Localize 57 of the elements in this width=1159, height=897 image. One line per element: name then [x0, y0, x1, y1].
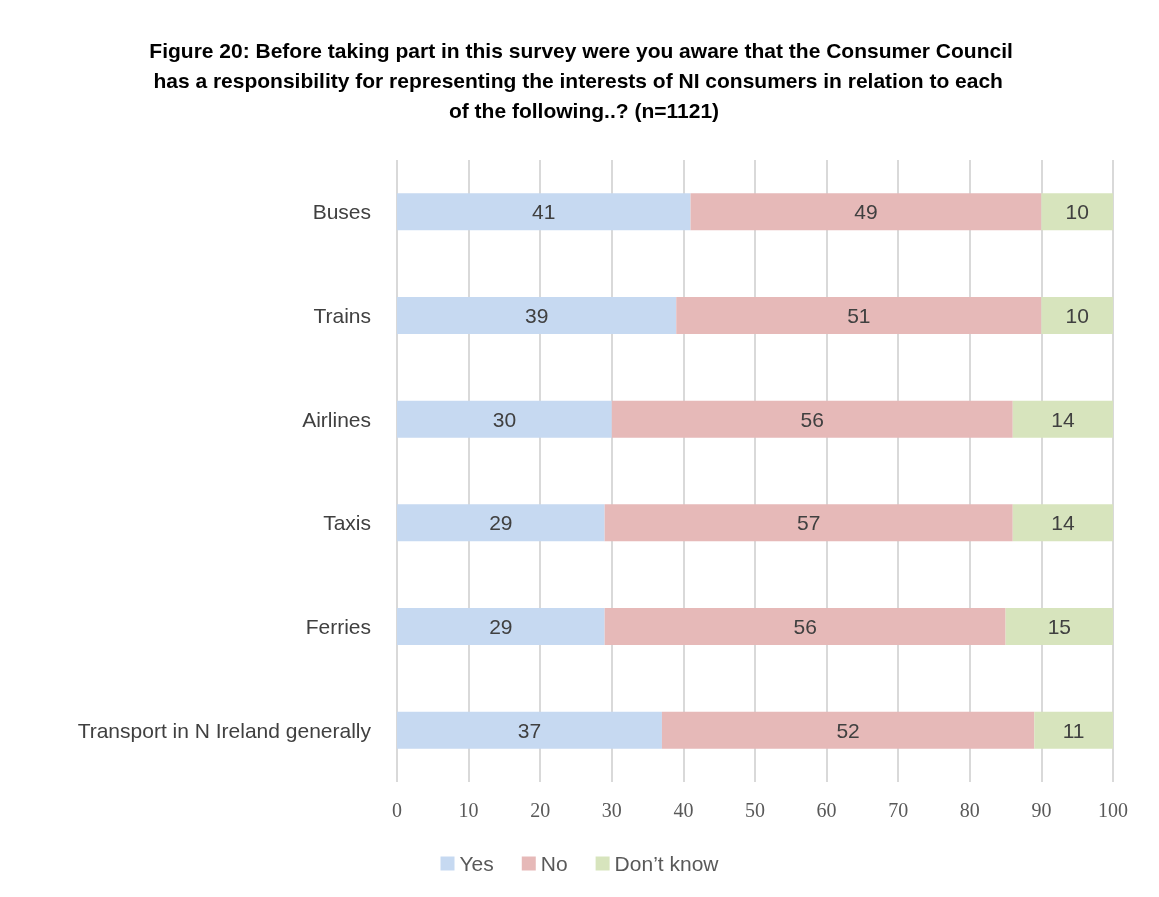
y-tick-label: Buses — [312, 200, 371, 224]
bar — [1041, 193, 1113, 231]
bar — [1005, 608, 1113, 645]
data-label: 39 — [524, 304, 549, 327]
data-label: 29 — [489, 511, 513, 535]
bar — [397, 504, 605, 542]
data-label: 51 — [847, 304, 871, 327]
bar — [1034, 711, 1113, 749]
bar — [1012, 400, 1113, 438]
bar — [397, 400, 612, 438]
data-label: 11 — [1062, 718, 1085, 742]
data-label: 52 — [836, 718, 860, 742]
data-label: 14 — [1051, 511, 1075, 535]
chart-title: Figure 20: Before taking part in this survey were you aware that the Consumer Council has a responsibility for representing the interests of NI consumers in relation to each of the following..? (n=1121) — [149, 38, 1019, 122]
y-tick-label: Airlines — [302, 407, 371, 431]
bar — [611, 400, 1013, 438]
bar — [604, 608, 1006, 645]
bar — [604, 504, 1013, 542]
legend-label: Don’t know — [614, 852, 720, 875]
x-tick-label: 40 — [673, 799, 694, 821]
bar — [397, 297, 677, 334]
data-label: 41 — [532, 200, 556, 224]
y-tick-label: Ferries — [305, 615, 371, 638]
bar — [397, 193, 691, 231]
data-label: 57 — [797, 511, 821, 535]
x-tick-label: 90 — [1031, 799, 1052, 821]
data-label: 15 — [1047, 615, 1071, 638]
x-tick-label: 70 — [888, 799, 909, 821]
y-tick-label: Trains — [313, 304, 371, 327]
bar — [397, 608, 605, 645]
bar — [1012, 504, 1113, 542]
bar — [676, 297, 1042, 334]
data-label: 49 — [854, 200, 878, 224]
data-label: 30 — [492, 407, 517, 431]
data-label: 56 — [800, 407, 824, 431]
bar — [397, 711, 662, 749]
x-tick-label: 10 — [458, 799, 479, 821]
x-tick-label: 50 — [745, 799, 765, 821]
x-tick-label: 30 — [601, 799, 622, 821]
x-tick-label: 100 — [1098, 799, 1128, 821]
data-label: 14 — [1051, 407, 1075, 431]
bar — [690, 193, 1042, 231]
x-tick-label: 0 — [392, 799, 402, 821]
x-tick-label: 80 — [959, 799, 980, 821]
data-label: 37 — [517, 718, 542, 742]
data-label: 10 — [1065, 304, 1089, 327]
data-label: 56 — [793, 615, 817, 638]
legend-label: No — [540, 852, 568, 875]
bar — [1041, 297, 1113, 334]
x-tick-label: 20 — [530, 799, 551, 821]
x-tick-label: 60 — [816, 799, 837, 821]
y-tick-label: Taxis — [323, 511, 371, 535]
y-tick-label: Transport in N Ireland generally — [77, 718, 372, 742]
bar — [661, 711, 1035, 749]
data-label: 10 — [1065, 200, 1089, 224]
legend-label: Yes — [459, 852, 494, 875]
data-label: 29 — [489, 615, 513, 638]
